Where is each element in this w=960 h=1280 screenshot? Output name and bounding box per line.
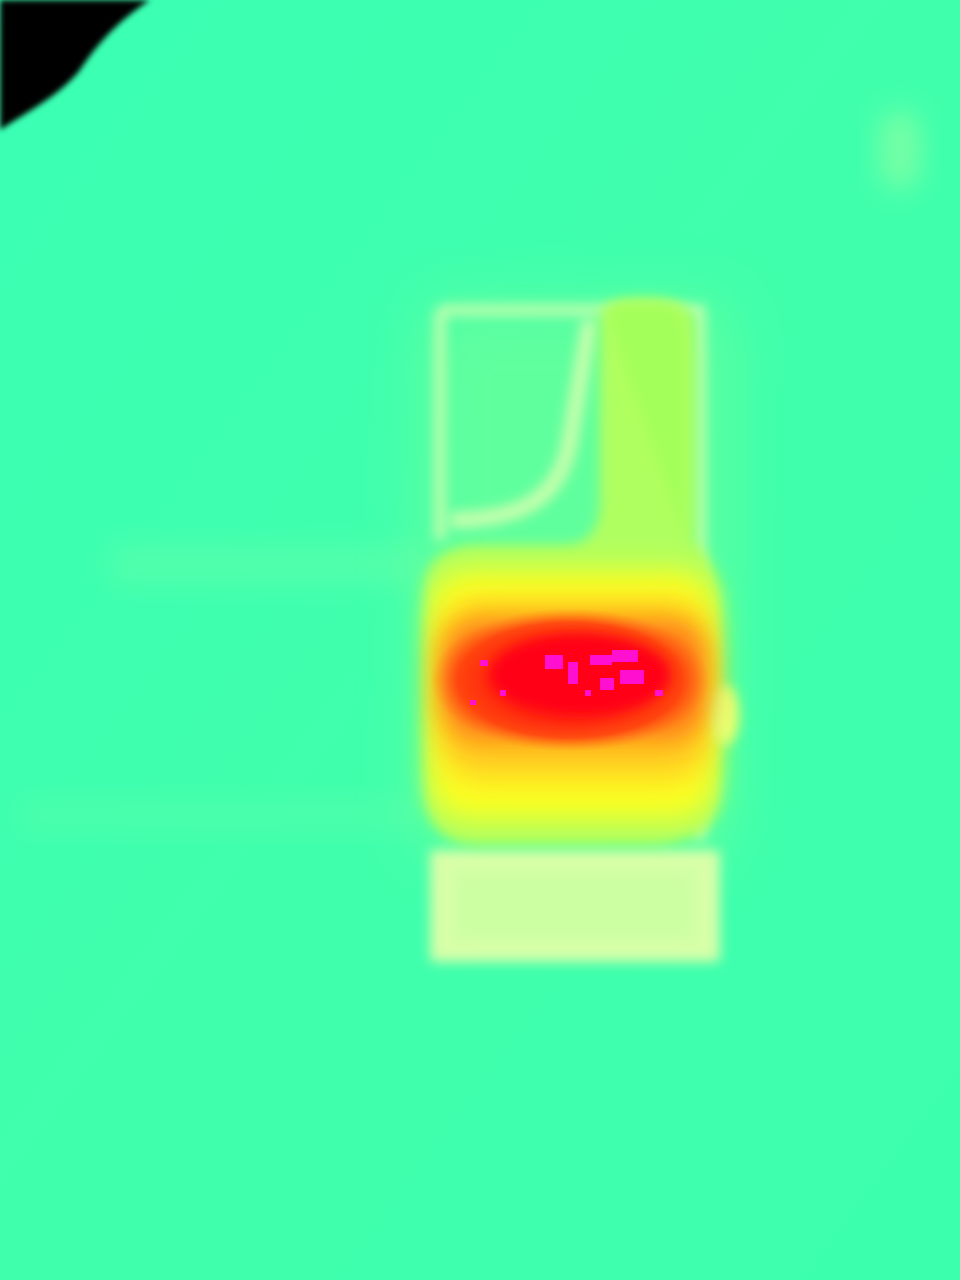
warm-spot xyxy=(880,110,920,190)
shelf-glow xyxy=(110,545,430,585)
hottest-specks xyxy=(470,650,663,705)
frame-edge xyxy=(449,318,598,528)
reflection-inner xyxy=(455,870,695,940)
cold-corner xyxy=(0,0,150,130)
shelf-glow xyxy=(20,800,420,830)
cap-bump xyxy=(711,685,739,745)
bottle-neck xyxy=(610,305,685,540)
